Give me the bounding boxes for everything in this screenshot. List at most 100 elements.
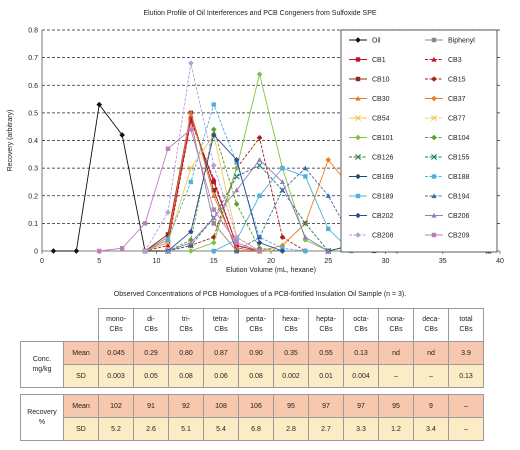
chart-title: Elution Profile of Oil Interferences and…	[143, 10, 376, 17]
table-cell: 91	[133, 394, 169, 418]
legend-label: CB202	[372, 213, 394, 220]
data-point	[165, 209, 171, 216]
data-point	[187, 60, 194, 67]
legend-item: CB101	[349, 134, 394, 142]
table-row: Conc. mg/kg Mean 0.045 0.29 0.80 0.87 0.90 0.35 0…	[20, 341, 484, 388]
legend-label: CB209	[448, 233, 470, 240]
legend-label: CB169	[372, 174, 394, 181]
y-tick-label: 0.3	[28, 166, 38, 173]
column-header-part: CBs	[424, 326, 438, 333]
x-tick-label: 25	[324, 258, 332, 265]
legend-box	[340, 29, 498, 253]
table-cell: 3.9	[448, 341, 484, 365]
y-tick-label: 0.8	[28, 28, 38, 35]
x-tick-label: 0	[40, 258, 44, 265]
column-header-part: tri-	[181, 316, 191, 323]
stat-label: Mean	[63, 341, 99, 365]
data-point	[279, 187, 286, 193]
legend-swatch-marker	[431, 193, 437, 199]
data-point	[325, 156, 332, 163]
data-point	[188, 240, 194, 245]
legend-item: CB202	[349, 212, 394, 220]
column-header: total CBs	[448, 308, 484, 342]
legend-item: CB15	[425, 76, 466, 84]
table-cell: 0.13	[448, 364, 484, 388]
data-point	[188, 116, 194, 121]
data-point	[233, 234, 240, 241]
y-tick-label: 0.4	[28, 138, 38, 145]
data-point	[211, 102, 216, 107]
table-cell: 0.55	[308, 341, 344, 365]
series-line	[53, 103, 168, 252]
table-cell: 2.6	[133, 417, 169, 441]
legend-swatch-marker	[431, 37, 437, 43]
table-cell: 97	[343, 394, 379, 418]
data-point	[211, 248, 216, 254]
data-point	[142, 248, 148, 254]
series-cb101	[187, 71, 332, 254]
series-line	[167, 134, 283, 252]
stat-label: SD	[63, 417, 99, 441]
data-point	[234, 248, 240, 254]
legend-swatch-marker	[355, 115, 361, 121]
concentration-table: mono- CBs di- CBs tri- CBs tetra- CBs penta- CBs h…	[20, 308, 484, 441]
data-point	[210, 132, 217, 138]
data-point	[142, 221, 148, 226]
table-cell: 0.01	[308, 364, 344, 388]
column-header: tetra- CBs	[203, 308, 239, 342]
legend-label: CB101	[372, 135, 394, 142]
data-point	[256, 239, 263, 246]
data-point	[187, 248, 194, 254]
table-cell: 108	[203, 394, 239, 418]
data-point	[188, 127, 194, 132]
table-row: SD 5.2 2.6 5.1 5.4 6.8 2.8 2.7 3.3 1.2 3.4–	[21, 417, 484, 441]
legend-swatch-marker	[355, 95, 361, 101]
legend-swatch-marker	[431, 134, 437, 141]
table-row: SD 0.003 0.05 0.08 0.06 0.08 0.002 0.01 0.004– –0…	[21, 364, 484, 388]
group-label: Recovery%	[20, 394, 64, 441]
legend-item: CB1	[349, 57, 386, 64]
header-blank	[63, 308, 99, 342]
series-oil	[50, 101, 171, 254]
legend-item: Oil	[349, 37, 381, 45]
column-header-part: CBs	[284, 326, 298, 333]
column-header-part: tetra-	[212, 316, 230, 323]
gap-cell	[203, 387, 239, 395]
data-point	[119, 132, 126, 138]
y-tick-label: 0.7	[28, 55, 38, 62]
data-point	[165, 242, 171, 248]
gap-cell	[20, 387, 64, 395]
table-cell: 2.8	[273, 417, 309, 441]
table-cell: –	[448, 417, 484, 441]
elution-chart: 0 0.1 0.2 0.3 0.4 0.5 0.6 0.7 0.8 0 5 10 15 20 25 30 35 4…	[7, 10, 504, 274]
legend-label: CB155	[448, 155, 470, 162]
gap-cell	[168, 387, 204, 395]
table-cell: 0.045	[98, 341, 134, 365]
column-header-part: nona-	[387, 316, 405, 323]
legend-label: CB188	[448, 174, 470, 181]
x-tick-label: 30	[382, 258, 390, 265]
data-point	[279, 248, 286, 254]
table-cell: 0.003	[98, 364, 134, 388]
legend-item: CB3	[425, 56, 462, 64]
x-axis-label: Elution Volume (mL, hexane)	[226, 267, 316, 274]
table-cell: 102	[98, 394, 134, 418]
column-header-part: total	[459, 316, 473, 323]
series-line	[144, 63, 260, 252]
legend-label: CB208	[372, 233, 394, 240]
column-header-part: hepta-	[316, 316, 336, 323]
data-point	[210, 126, 217, 133]
gap-cell	[308, 387, 344, 395]
legend-label: Oil	[372, 38, 381, 45]
table-cell: nd	[378, 341, 414, 365]
group-label-part: Recovery	[27, 408, 57, 416]
data-point	[302, 234, 308, 240]
series-cb209	[97, 127, 262, 254]
legend-swatch-marker	[355, 154, 361, 160]
column-header: tri- CBs	[168, 308, 204, 342]
column-header-part: CBs	[179, 326, 193, 333]
group-label: Conc. mg/kg	[20, 341, 64, 388]
column-header: octa- CBs	[343, 308, 379, 342]
x-tick-label: 15	[210, 258, 218, 265]
